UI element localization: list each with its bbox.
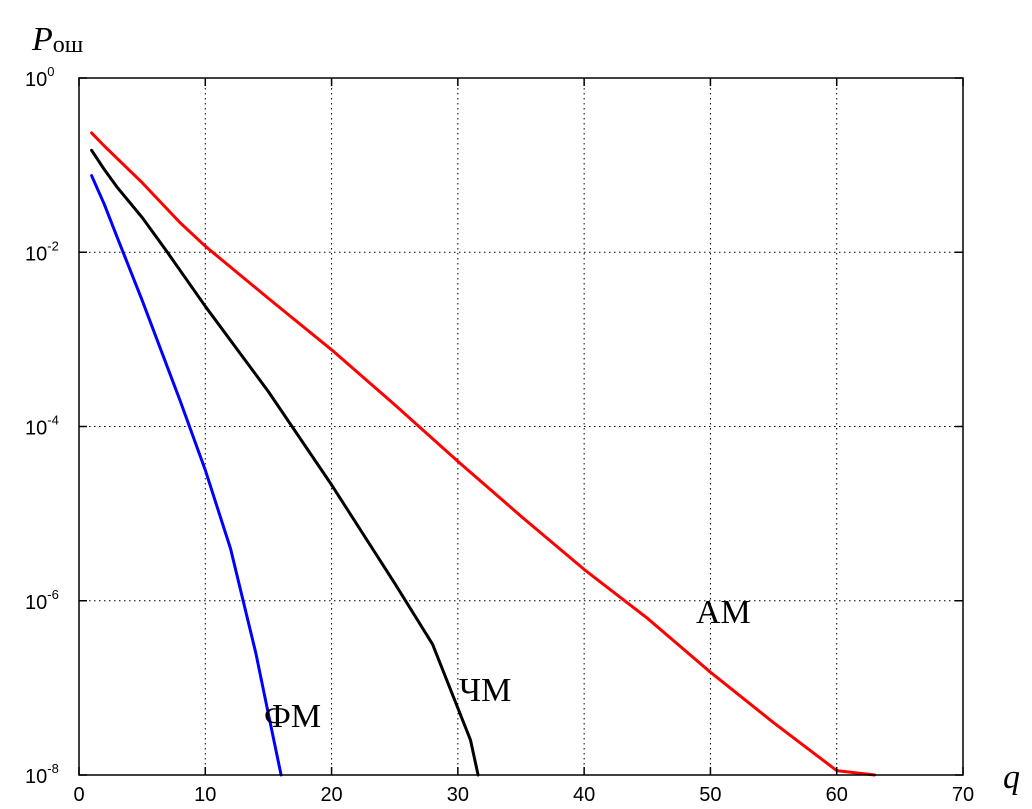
x-tick-label: 50 bbox=[699, 784, 721, 806]
series-line-am bbox=[90, 131, 877, 777]
series-label-fm: ФМ bbox=[264, 698, 321, 735]
x-tick-label: 20 bbox=[320, 784, 342, 806]
y-tick-label: 10-8 bbox=[25, 761, 59, 788]
x-tick-label: 60 bbox=[826, 784, 848, 806]
y-tick-base: 10 bbox=[25, 766, 47, 788]
series-line-chm bbox=[90, 148, 480, 777]
y-tick-exponent: -4 bbox=[47, 413, 59, 428]
grid bbox=[79, 78, 963, 775]
x-tick-label: 30 bbox=[447, 784, 469, 806]
y-tick-base: 10 bbox=[25, 69, 47, 91]
y-tick-label: 10-2 bbox=[25, 238, 59, 265]
x-tick-label: 70 bbox=[952, 784, 974, 806]
y-tick-label: 10-6 bbox=[25, 587, 59, 614]
y-tick-label: 10-4 bbox=[25, 413, 59, 440]
series-line-fm bbox=[90, 174, 283, 777]
y-tick-exponent: -2 bbox=[47, 238, 59, 253]
x-axis-title: q bbox=[1003, 759, 1020, 796]
series-label-am: АМ bbox=[696, 594, 751, 631]
x-tick-label: 0 bbox=[73, 784, 84, 806]
y-tick-exponent: -8 bbox=[47, 761, 59, 776]
x-tick-label: 10 bbox=[194, 784, 216, 806]
x-tick-labels: 0 10 20 30 40 50 60 70 bbox=[73, 784, 974, 806]
y-axis-title: Pош bbox=[31, 21, 84, 58]
y-tick-base: 10 bbox=[25, 592, 47, 614]
y-tick-exponent: -6 bbox=[47, 587, 59, 602]
series-lines bbox=[90, 131, 877, 777]
y-tick-exponent: 0 bbox=[47, 64, 54, 79]
y-tick-base: 10 bbox=[25, 243, 47, 265]
y-tick-label: 100 bbox=[25, 64, 54, 91]
axis-ticks bbox=[78, 77, 964, 776]
y-tick-base: 10 bbox=[25, 418, 47, 440]
series-label-chm: ЧМ bbox=[459, 672, 511, 709]
x-tick-label: 40 bbox=[573, 784, 595, 806]
